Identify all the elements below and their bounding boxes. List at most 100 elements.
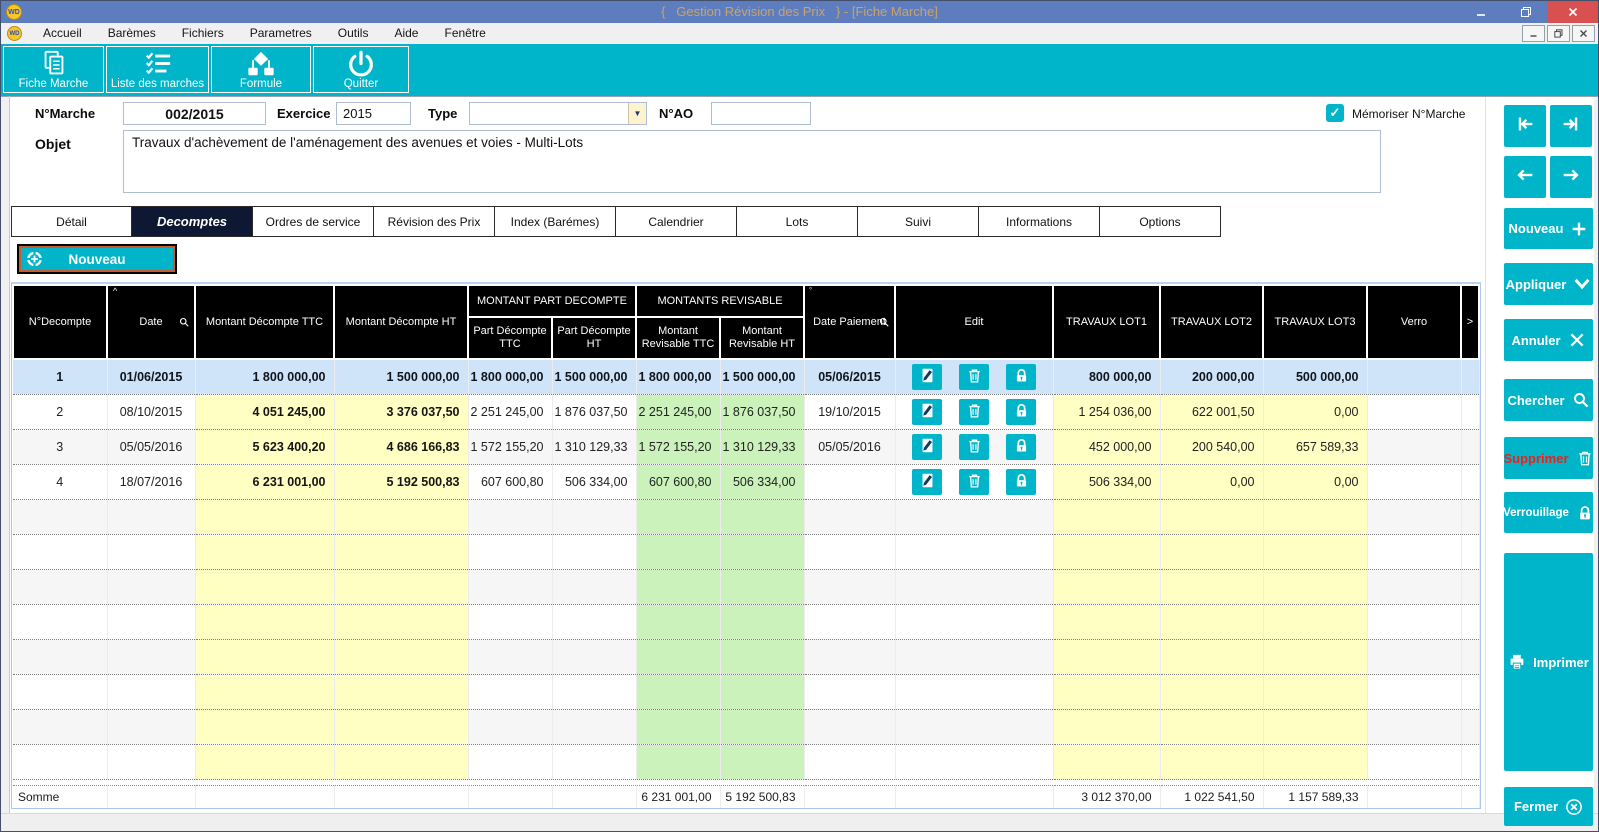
cell-pd_ht[interactable]: 506 334,00 — [552, 465, 636, 500]
tab-detail[interactable]: Détail — [11, 206, 132, 237]
column-header-verro[interactable]: Verro — [1367, 285, 1461, 359]
cell-scroll[interactable] — [1461, 465, 1479, 500]
cell-pd_ht[interactable]: 1 310 129,33 — [552, 430, 636, 465]
toolbar-button-liste-des-marches[interactable]: Liste des marches — [106, 46, 209, 93]
tab-lots[interactable]: Lots — [737, 206, 858, 237]
cell-verro[interactable] — [1367, 430, 1461, 465]
cell-lot1[interactable]: 506 334,00 — [1053, 465, 1160, 500]
tab-suivi[interactable]: Suivi — [858, 206, 979, 237]
cell-lot2[interactable]: 200 000,00 — [1160, 359, 1263, 395]
cell-edit[interactable] — [895, 430, 1053, 465]
cell-lot2[interactable]: 622 001,50 — [1160, 395, 1263, 430]
cell-md_ttc[interactable]: 5 623 400,20 — [195, 430, 334, 465]
menu-item-baremes[interactable]: Barèmes — [95, 23, 169, 44]
mdi-minimize-button[interactable] — [1522, 25, 1545, 42]
cell-date[interactable]: 08/10/2015 — [107, 395, 195, 430]
cell-edit[interactable] — [895, 465, 1053, 500]
nav-previous-button[interactable] — [1504, 156, 1546, 198]
cell-date_paiement[interactable]: 05/06/2015 — [804, 359, 895, 395]
mdi-restore-button[interactable] — [1547, 25, 1570, 42]
cell-md_ttc[interactable]: 1 800 000,00 — [195, 359, 334, 395]
menu-item-parametres[interactable]: Parametres — [237, 23, 325, 44]
column-header-mr_ttc[interactable]: Montant Revisable TTC — [636, 317, 720, 359]
menu-item-accueil[interactable]: Accueil — [30, 23, 95, 44]
cell-pd_ttc[interactable]: 1 572 155,20 — [468, 430, 552, 465]
column-header-date_paiement[interactable]: Date Paiement° — [804, 285, 895, 359]
close-button[interactable] — [1548, 1, 1598, 23]
cell-date_paiement[interactable]: 19/10/2015 — [804, 395, 895, 430]
delete-row-button[interactable] — [959, 434, 989, 460]
column-header-md_ht[interactable]: Montant Décompte HT — [334, 285, 468, 359]
n-ao-input[interactable] — [711, 102, 811, 125]
cell-date[interactable]: 01/06/2015 — [107, 359, 195, 395]
column-header-group_part[interactable]: MONTANT PART DECOMPTE — [468, 285, 636, 317]
tab-calendrier[interactable]: Calendrier — [616, 206, 737, 237]
cell-pd_ttc[interactable]: 607 600,80 — [468, 465, 552, 500]
memoriser-checkbox[interactable]: ✓ — [1326, 104, 1344, 122]
column-header-edit[interactable]: Edit — [895, 285, 1053, 359]
verrouillage-button[interactable]: Verrouillage — [1504, 492, 1593, 533]
cell-md_ht[interactable]: 4 686 166,83 — [334, 430, 468, 465]
cell-mr_ht[interactable]: 1 310 129,33 — [720, 430, 804, 465]
n-marche-input[interactable] — [123, 102, 266, 125]
cell-scroll[interactable] — [1461, 395, 1479, 430]
cell-pd_ttc[interactable]: 1 800 000,00 — [468, 359, 552, 395]
cell-pd_ht[interactable]: 1 876 037,50 — [552, 395, 636, 430]
edit-row-button[interactable] — [912, 364, 942, 390]
column-header-mr_ht[interactable]: Montant Revisable HT — [720, 317, 804, 359]
chercher-button[interactable]: Chercher — [1504, 379, 1593, 421]
cell-md_ht[interactable]: 3 376 037,50 — [334, 395, 468, 430]
tab-revision-des-prix[interactable]: Révision des Prix — [374, 206, 495, 237]
cell-lot3[interactable]: 500 000,00 — [1263, 359, 1367, 395]
column-header-scroll[interactable]: > — [1461, 285, 1479, 359]
cell-mr_ht[interactable]: 1 876 037,50 — [720, 395, 804, 430]
column-header-lot1[interactable]: TRAVAUX LOT1 — [1053, 285, 1160, 359]
cell-lot3[interactable]: 0,00 — [1263, 395, 1367, 430]
cell-md_ttc[interactable]: 6 231 001,00 — [195, 465, 334, 500]
tab-index-baremes[interactable]: Index (Barémes) — [495, 206, 616, 237]
cell-verro[interactable] — [1367, 359, 1461, 395]
cell-num[interactable]: 2 — [13, 395, 107, 430]
delete-row-button[interactable] — [959, 399, 989, 425]
cell-lot1[interactable]: 1 254 036,00 — [1053, 395, 1160, 430]
cell-lot1[interactable]: 800 000,00 — [1053, 359, 1160, 395]
fermer-button[interactable]: Fermer — [1504, 787, 1593, 826]
cell-pd_ttc[interactable]: 2 251 245,00 — [468, 395, 552, 430]
cell-num[interactable]: 3 — [13, 430, 107, 465]
cell-lot2[interactable]: 200 540,00 — [1160, 430, 1263, 465]
column-header-md_ttc[interactable]: Montant Décompte TTC — [195, 285, 334, 359]
cell-date[interactable]: 18/07/2016 — [107, 465, 195, 500]
cell-edit[interactable] — [895, 359, 1053, 395]
cell-verro[interactable] — [1367, 395, 1461, 430]
menu-item-outils[interactable]: Outils — [325, 23, 382, 44]
delete-row-button[interactable] — [959, 469, 989, 495]
imprimer-button[interactable]: Imprimer — [1504, 553, 1593, 771]
cell-num[interactable]: 1 — [13, 359, 107, 395]
exercice-input[interactable] — [336, 102, 411, 125]
objet-textarea[interactable]: Travaux d'achèvement de l'aménagement de… — [123, 130, 1381, 193]
lock-row-button[interactable] — [1006, 364, 1036, 390]
cell-mr_ttc[interactable]: 2 251 245,00 — [636, 395, 720, 430]
minimize-button[interactable] — [1458, 1, 1503, 23]
cell-lot2[interactable]: 0,00 — [1160, 465, 1263, 500]
lock-row-button[interactable] — [1006, 434, 1036, 460]
cell-md_ht[interactable]: 5 192 500,83 — [334, 465, 468, 500]
supprimer-button[interactable]: Supprimer — [1504, 437, 1593, 479]
cell-mr_ht[interactable]: 1 500 000,00 — [720, 359, 804, 395]
nav-last-button[interactable] — [1550, 105, 1592, 147]
cell-scroll[interactable] — [1461, 359, 1479, 395]
cell-date[interactable]: 05/05/2016 — [107, 430, 195, 465]
column-header-date[interactable]: Date^ — [107, 285, 195, 359]
cell-md_ttc[interactable]: 4 051 245,00 — [195, 395, 334, 430]
cell-num[interactable]: 4 — [13, 465, 107, 500]
cell-scroll[interactable] — [1461, 430, 1479, 465]
chevron-down-icon[interactable]: ▼ — [628, 103, 646, 124]
lock-row-button[interactable] — [1006, 469, 1036, 495]
cell-edit[interactable] — [895, 395, 1053, 430]
cell-mr_ht[interactable]: 506 334,00 — [720, 465, 804, 500]
tab-options[interactable]: Options — [1100, 206, 1221, 237]
column-header-group_rev[interactable]: MONTANTS REVISABLE — [636, 285, 804, 317]
cell-mr_ttc[interactable]: 1 572 155,20 — [636, 430, 720, 465]
edit-row-button[interactable] — [912, 399, 942, 425]
menu-item-fichiers[interactable]: Fichiers — [169, 23, 237, 44]
